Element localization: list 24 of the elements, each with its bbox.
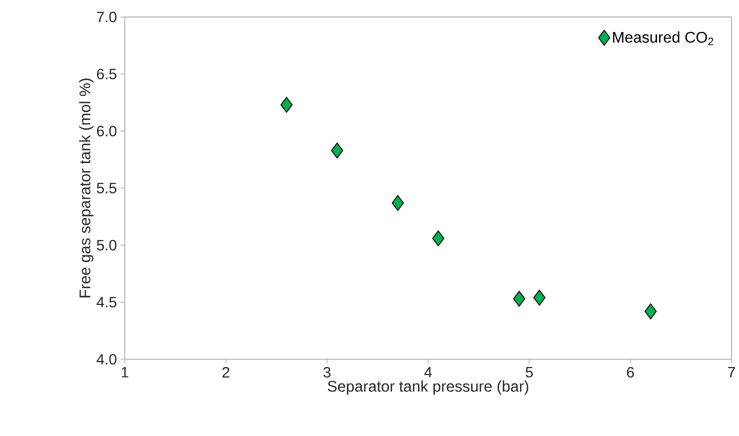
x-tick-label: 6 (627, 366, 634, 378)
x-tick-label: 2 (222, 366, 230, 378)
x-tick-label: 7 (728, 366, 735, 378)
y-tick-label: 6.0 (97, 126, 116, 136)
y-tick-label: 4.5 (96, 296, 116, 308)
point (644, 303, 657, 320)
point (392, 194, 404, 211)
y-tick-label: 5.5 (96, 182, 116, 194)
x-tick-label: 1 (122, 366, 128, 378)
y-tick-label: 4.0 (96, 354, 116, 364)
x-axis-title: Separator tank pressure (bar) (328, 380, 528, 395)
point (280, 96, 293, 113)
point (331, 142, 344, 158)
y-tick-label: 7.0 (97, 12, 116, 22)
y-tick-label: 5.0 (96, 240, 116, 250)
x-tick-label: 5 (526, 366, 533, 378)
point (533, 290, 546, 306)
y-axis-title: Free gas separator tank (mol %) (79, 78, 94, 298)
x-tick-label: 4 (424, 366, 432, 378)
y-tick-label: 6.5 (97, 68, 116, 80)
point (513, 290, 526, 307)
legend-label: Measured CO$_{2}$ (613, 31, 714, 46)
x-tick-label: 3 (323, 366, 331, 378)
point (432, 230, 444, 246)
